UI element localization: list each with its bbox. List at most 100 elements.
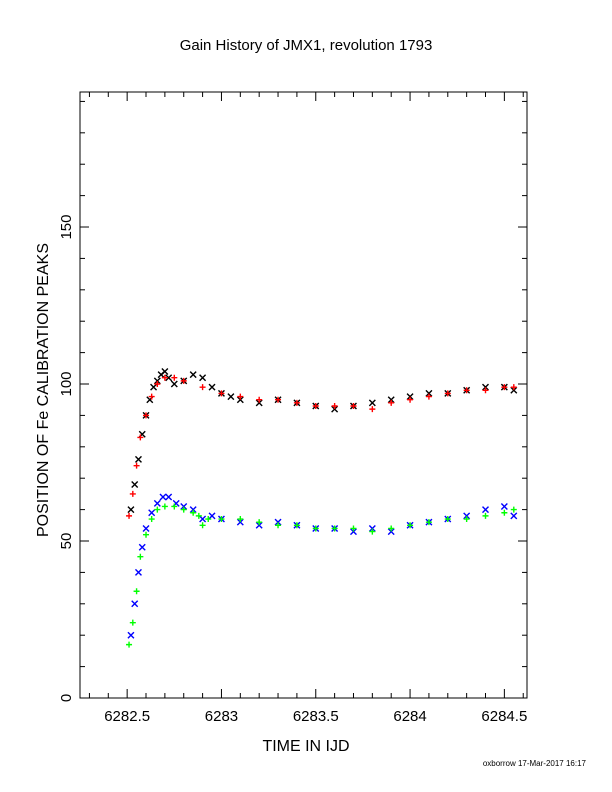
data-point [171,503,178,510]
data-point [180,377,187,384]
data-marks [126,367,518,648]
y-tick-label: 0 [58,694,75,702]
data-point [237,516,244,523]
data-point [153,499,161,507]
data-point [154,381,161,388]
data-point [189,371,197,379]
data-point [218,516,225,523]
x-axis-label: TIME IN IJD [262,738,350,755]
data-point [154,506,161,513]
data-point [150,383,158,391]
data-point [331,402,338,409]
data-point [127,631,135,639]
plot-frame [79,91,528,699]
data-point [137,553,144,560]
data-point [131,600,139,608]
data-point [199,515,207,523]
data-point [129,490,136,497]
data-point [133,588,140,595]
data-point [227,393,235,401]
data-point [138,543,146,551]
data-point [501,509,508,516]
data-point [129,619,136,626]
data-point [293,522,300,529]
data-point [388,399,395,406]
data-point [274,518,282,526]
data-point [500,502,508,510]
data-point [407,522,414,529]
data-point [425,389,433,397]
data-point [195,512,202,519]
data-point [208,512,216,520]
data-point [133,462,140,469]
chart-title: Gain History of JMX1, revolution 1793 [179,37,433,54]
data-point [148,509,156,517]
data-point [312,402,319,409]
y-tick-label: 150 [58,214,75,239]
y-tick-label: 50 [58,533,75,550]
data-point [482,512,489,519]
data-point [165,374,173,382]
data-point [463,516,470,523]
data-point [142,524,150,532]
data-point [171,374,178,381]
data-point [482,383,490,391]
data-point [406,393,414,401]
data-point [510,386,518,394]
data-series [126,503,517,648]
data-point [165,493,173,501]
data-point [205,516,212,523]
data-point [218,390,225,397]
data-point [148,516,155,523]
data-point [425,393,432,400]
data-point [161,374,168,381]
data-point [143,531,150,538]
data-point [350,402,357,409]
data-point [331,525,338,532]
data-point [293,399,300,406]
data-point [161,503,168,510]
x-tick-label: 6283 [205,708,238,725]
footer-credit: oxborrow 17-Mar-2017 16:17 [482,759,586,768]
data-point [312,525,319,532]
y-axis-label: POSITION OF Fe CALIBRATION PEAKS [35,243,52,537]
data-point [510,512,518,520]
data-point [180,502,188,510]
data-point [425,519,432,526]
data-point [350,525,357,532]
data-point [275,522,282,529]
data-point [199,522,206,529]
data-point [126,641,133,648]
data-series [126,374,517,519]
data-point [349,528,357,536]
axis-tick-labels: 6282.5 6283 6283.5 6284 6284.5 0 50 100 150 [58,214,527,725]
data-point [161,367,169,375]
x-tick-label: 6284 [393,708,426,725]
data-point [444,390,451,397]
data-point [275,396,282,403]
data-point [388,525,395,532]
data-series [127,493,518,639]
data-point [369,406,376,413]
data-point [199,384,206,391]
data-point [256,396,263,403]
data-point [444,516,451,523]
data-point [189,506,197,514]
data-point [126,512,133,519]
data-point [237,393,244,400]
data-point [368,399,376,407]
data-point [510,384,517,391]
data-point [137,434,144,441]
data-point [255,521,263,529]
data-point [208,383,216,391]
data-point [256,519,263,526]
data-point [148,393,155,400]
data-point [170,380,178,388]
data-point [134,568,142,576]
data-point [199,374,207,382]
data-point [153,377,161,385]
data-point [387,528,395,536]
data-point [131,480,139,488]
data-point [501,384,508,391]
